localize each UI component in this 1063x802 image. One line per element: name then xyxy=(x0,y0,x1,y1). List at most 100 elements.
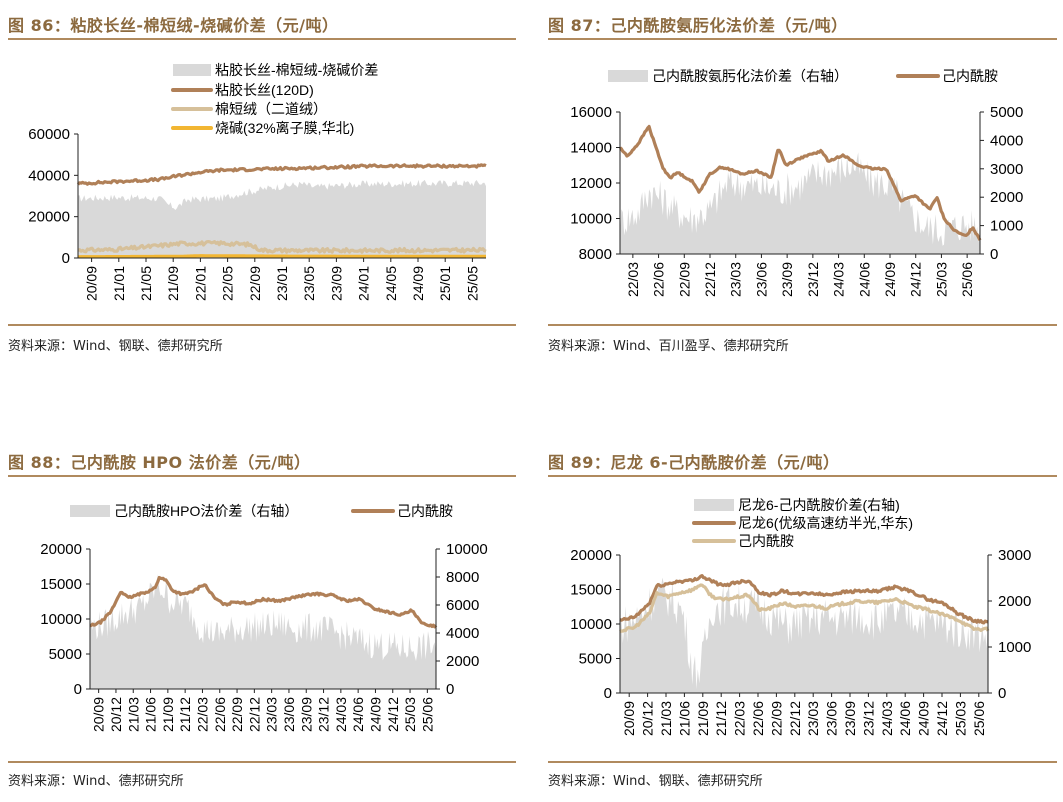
x-tick-label: 24/06 xyxy=(350,697,366,732)
y-tick-label-left: 12000 xyxy=(570,175,612,192)
y-tick-label-left: 5000 xyxy=(49,646,82,663)
series-line-1 xyxy=(619,574,989,625)
legend-label-0: 粘胶长丝-棉短绒-烧碱价差 xyxy=(215,62,378,78)
x-tick-label: 24/09 xyxy=(410,266,426,301)
y-tick-label-left: 10000 xyxy=(570,211,612,228)
x-tick-label: 22/03 xyxy=(194,697,210,732)
legend-label-1: 尼龙6(优级高速纺半光,华东) xyxy=(738,515,913,531)
legend-label-2: 己内酰胺 xyxy=(738,533,794,549)
y-tick-label-left: 0 xyxy=(74,681,82,698)
title-rule xyxy=(8,475,516,477)
chart-86-svg: 60000 40000 20000 0 20/09 21/01 21/05 21/09 22/0… xyxy=(28,62,487,301)
y-tick-label-left: 0 xyxy=(62,250,70,267)
x-tick-label: 22/09 xyxy=(229,697,245,732)
x-tick-label: 20/12 xyxy=(108,697,124,732)
series-area-0 xyxy=(78,179,486,258)
y-tick-label-right: 4000 xyxy=(990,132,1023,149)
y-tick-label-left: 20000 xyxy=(28,209,70,226)
chart-panel-86: 图 86：粘胶长丝-棉短绒-烧碱价差（元/吨） 60000 40000 20000 0… xyxy=(8,0,516,360)
legend-swatch-0 xyxy=(70,505,110,517)
legend-swatch-0 xyxy=(608,70,648,82)
series-line-1 xyxy=(76,163,487,186)
y-tick-label-right: 0 xyxy=(446,681,454,698)
y-tick-label-right: 0 xyxy=(990,246,998,263)
x-tick-label: 20/09 xyxy=(621,701,637,736)
chart-title: 图 86：粘胶长丝-棉短绒-烧碱价差（元/吨） xyxy=(8,16,339,35)
y-tick-label-right: 3000 xyxy=(998,547,1031,564)
title-rule xyxy=(548,475,1057,477)
y-tick-label-left: 40000 xyxy=(28,167,70,184)
legend-label-0: 己内酰胺HPO法价差（右轴） xyxy=(114,503,298,519)
y-tick-label-left: 10000 xyxy=(570,616,612,633)
x-tick-label: 22/12 xyxy=(787,701,803,736)
legend-label-1: 粘胶长丝(120D) xyxy=(215,82,314,98)
x-tick-label: 25/06 xyxy=(959,262,975,297)
x-tick-label: 22/06 xyxy=(212,697,228,732)
x-tick-label: 25/01 xyxy=(437,266,453,301)
x-tick-label: 23/03 xyxy=(728,262,744,297)
series-area-0 xyxy=(620,152,980,254)
chart-title: 图 88：己内酰胺 HPO 法价差（元/吨） xyxy=(8,453,311,472)
y-tick-label-right: 10000 xyxy=(446,541,488,558)
source-note: 资料来源：Wind、百川盈孚、德邦研究所 xyxy=(548,339,789,354)
legend-label-0: 己内酰胺氨肟化法价差（右轴） xyxy=(652,68,848,84)
x-tick-label: 22/09 xyxy=(676,262,692,297)
y-tick-label-right: 1000 xyxy=(998,639,1031,656)
x-tick-label: 25/06 xyxy=(971,701,987,736)
x-tick-label: 22/06 xyxy=(651,262,667,297)
x-tick-label: 23/06 xyxy=(753,262,769,297)
x-tick-label: 22/12 xyxy=(246,697,262,732)
x-tick-label: 25/06 xyxy=(419,697,435,732)
x-tick-label: 25/03 xyxy=(402,697,418,732)
source-note: 资料来源：Wind、德邦研究所 xyxy=(8,774,184,789)
x-tick-label: 21/03 xyxy=(125,697,141,732)
x-tick-label: 23/09 xyxy=(328,266,344,301)
source-rule xyxy=(548,324,1057,326)
source-rule xyxy=(8,761,516,763)
y-tick-label-right: 2000 xyxy=(446,653,479,670)
x-tick-label: 21/09 xyxy=(695,701,711,736)
x-tick-label: 23/12 xyxy=(805,262,821,297)
title-rule xyxy=(8,38,516,40)
y-tick-label-right: 2000 xyxy=(998,593,1031,610)
x-tick-label: 22/03 xyxy=(732,701,748,736)
y-tick-label-left: 5000 xyxy=(579,651,612,668)
y-tick-label-right: 6000 xyxy=(446,597,479,614)
x-tick-label: 24/03 xyxy=(333,697,349,732)
chart-panel-88: 图 88：己内酰胺 HPO 法价差（元/吨） 20000 15000 10000 50… xyxy=(8,437,516,802)
x-tick-label: 23/12 xyxy=(860,701,876,736)
x-tick-label: 24/09 xyxy=(367,697,383,732)
x-tick-label: 22/05 xyxy=(220,266,236,301)
legend-label-0: 尼龙6-己内酰胺价差(右轴) xyxy=(738,497,900,513)
legend-label-1: 己内酰胺 xyxy=(397,503,453,519)
y-tick-label-left: 20000 xyxy=(570,547,612,564)
x-tick-label: 25/05 xyxy=(464,266,480,301)
y-tick-label-right: 1000 xyxy=(990,218,1023,235)
y-tick-label-left: 8000 xyxy=(579,246,612,263)
x-tick-label: 21/09 xyxy=(160,697,176,732)
y-tick-label-left: 0 xyxy=(604,685,612,702)
x-tick-label: 20/12 xyxy=(640,701,656,736)
title-rule xyxy=(548,38,1057,40)
chart-title: 图 89：尼龙 6-己内酰胺价差（元/吨） xyxy=(548,453,840,472)
chart-panel-89: 图 89：尼龙 6-己内酰胺价差（元/吨） 20000 15000 10000 500… xyxy=(548,437,1057,802)
y-tick-label-right: 5000 xyxy=(990,104,1023,121)
legend-swatch-0 xyxy=(694,499,734,511)
x-tick-label: 24/03 xyxy=(879,701,895,736)
series-line-1 xyxy=(89,575,438,629)
x-tick-label: 20/09 xyxy=(91,697,107,732)
x-tick-label: 21/06 xyxy=(143,697,159,732)
y-tick-label-left: 14000 xyxy=(570,140,612,157)
x-tick-label: 23/05 xyxy=(301,266,317,301)
x-tick-label: 25/03 xyxy=(933,262,949,297)
x-tick-label: 24/12 xyxy=(934,701,950,736)
x-tick-label: 24/12 xyxy=(385,697,401,732)
x-tick-label: 23/03 xyxy=(264,697,280,732)
x-tick-label: 23/09 xyxy=(779,262,795,297)
source-note: 资料来源：Wind、钢联、德邦研究所 xyxy=(548,774,763,789)
legend-swatch-0 xyxy=(173,64,211,76)
y-tick-label-right: 4000 xyxy=(446,625,479,642)
series-area-0 xyxy=(620,577,988,693)
x-tick-label: 24/03 xyxy=(831,262,847,297)
legend-label-3: 烧碱(32%离子膜,华北) xyxy=(215,120,354,136)
